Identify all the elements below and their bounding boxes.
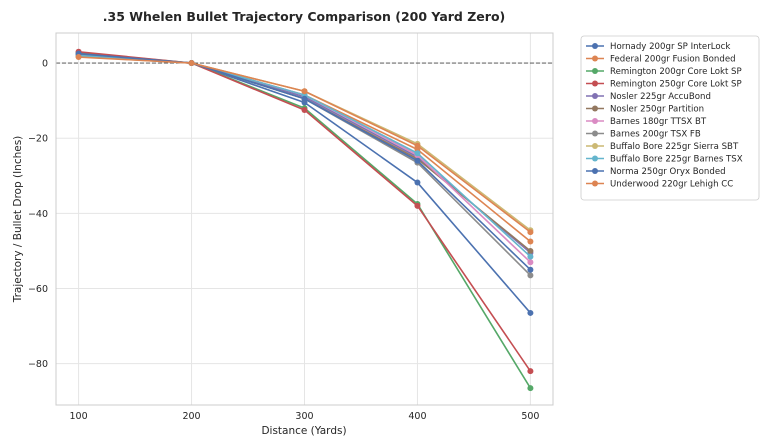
legend-item: Norma 250gr Oryx Bonded [586, 167, 726, 177]
legend-label: Nosler 250gr Partition [610, 105, 704, 115]
legend-label: Norma 250gr Oryx Bonded [610, 167, 726, 177]
data-point [414, 157, 421, 164]
data-point [188, 60, 195, 67]
legend-swatch-marker [592, 168, 598, 174]
legend-label: Barnes 180gr TTSX BT [610, 117, 707, 127]
legend-label: Barnes 200gr TSX FB [610, 130, 701, 140]
series-lines [75, 48, 534, 392]
legend-item: Nosler 225gr AccuBond [586, 92, 711, 102]
legend-swatch-marker [592, 143, 598, 149]
x-tick-label: 200 [182, 411, 200, 422]
y-tick-label: −60 [28, 284, 48, 295]
legend-label: Buffalo Bore 225gr Sierra SBT [610, 142, 739, 152]
x-tick-label: 300 [295, 411, 313, 422]
legend-item: Barnes 180gr TTSX BT [586, 117, 707, 127]
data-point [301, 95, 308, 102]
legend-swatch-marker [592, 68, 598, 74]
legend-frame [580, 35, 760, 201]
series-12 [75, 54, 534, 236]
data-point [527, 272, 534, 279]
data-point [527, 238, 534, 245]
x-tick-label: 400 [408, 411, 426, 422]
data-point [527, 253, 534, 260]
y-tick-label: −40 [28, 209, 48, 220]
legend-item: Remington 200gr Core Lokt SP [586, 67, 742, 77]
legend-swatch-marker [592, 130, 598, 137]
legend: Hornady 200gr SP InterLock Federal 200gr … [580, 35, 760, 201]
legend-item: Buffalo Bore 225gr Barnes TSX [586, 155, 743, 165]
legend-swatch-marker [592, 80, 598, 87]
data-point [527, 368, 534, 375]
y-axis-ticks: 0 −20 −40 −60 −80 [28, 59, 48, 371]
legend-label: Buffalo Bore 225gr Barnes TSX [610, 155, 743, 165]
legend-label: Hornady 200gr SP InterLock [610, 42, 730, 52]
legend-swatch-marker [592, 118, 598, 124]
data-point [414, 202, 421, 209]
legend-label: Federal 200gr Fusion Bonded [610, 55, 736, 65]
legend-label: Underwood 220gr Lehigh CC [610, 180, 733, 190]
plot-frame [55, 32, 554, 406]
legend-swatch-marker [592, 180, 598, 187]
data-point [527, 259, 534, 266]
data-point [301, 88, 308, 95]
x-axis-label: Distance (Yards) [261, 425, 346, 437]
data-point [527, 385, 534, 392]
data-point [527, 309, 534, 316]
legend-swatch-marker [592, 105, 598, 112]
legend-label: Remington 250gr Core Lokt SP [610, 80, 742, 90]
data-point [414, 179, 421, 186]
y-tick-label: 0 [42, 59, 48, 70]
data-point [414, 142, 421, 149]
legend-label: Remington 200gr Core Lokt SP [610, 67, 742, 77]
chart-title: .35 Whelen Bullet Trajectory Comparison … [103, 9, 506, 24]
legend-item: Nosler 250gr Partition [586, 105, 704, 115]
legend-item: Federal 200gr Fusion Bonded [586, 55, 736, 65]
x-tick-label: 100 [70, 411, 88, 422]
legend-swatch-marker [592, 55, 598, 62]
legend-label: Nosler 225gr AccuBond [610, 92, 711, 102]
y-tick-label: −20 [28, 134, 48, 145]
legend-swatch-marker [592, 155, 598, 162]
legend-item: Buffalo Bore 225gr Sierra SBT [586, 142, 739, 152]
legend-item: Remington 250gr Core Lokt SP [586, 80, 742, 90]
data-point [527, 247, 534, 254]
legend-item: Underwood 220gr Lehigh CC [586, 180, 733, 190]
data-point [75, 54, 82, 61]
data-point [527, 266, 534, 273]
x-tick-label: 500 [521, 411, 539, 422]
data-point [527, 229, 534, 236]
legend-swatch-marker [592, 93, 598, 99]
y-tick-label: −80 [28, 359, 48, 370]
data-point [301, 107, 308, 114]
legend-item: Barnes 200gr TSX FB [586, 130, 701, 140]
legend-swatch-marker [592, 43, 598, 49]
data-point [414, 150, 421, 157]
legend-item: Hornady 200gr SP InterLock [586, 42, 730, 52]
y-axis-label: Trajectory / Bullet Drop (Inches) [12, 136, 24, 304]
x-axis-ticks: 100 200 300 400 500 [70, 411, 540, 422]
